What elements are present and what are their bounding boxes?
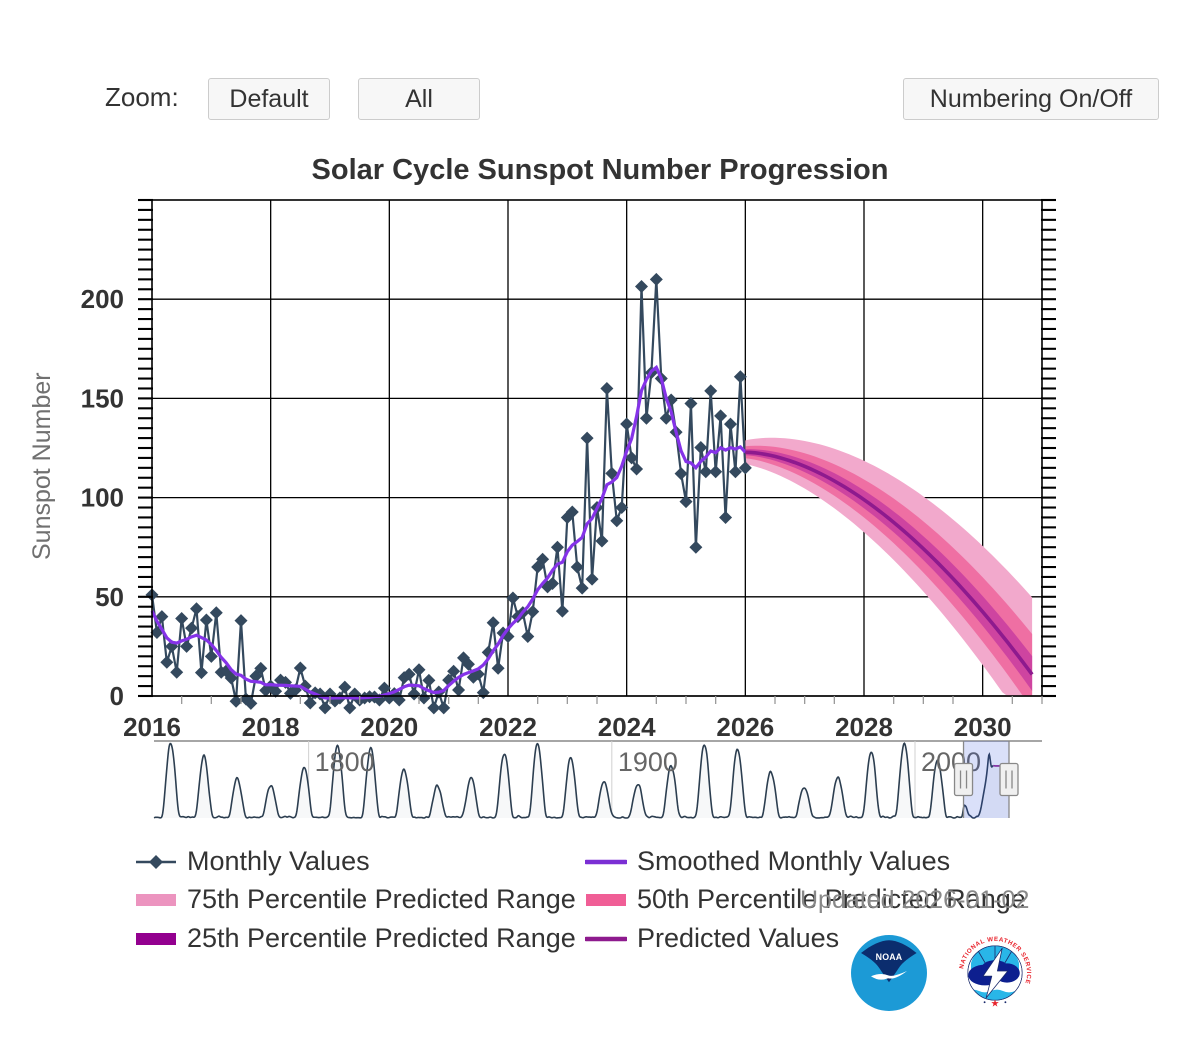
svg-text:1800: 1800: [315, 747, 375, 777]
svg-text:2026: 2026: [716, 712, 774, 742]
svg-text:2030: 2030: [954, 712, 1012, 742]
svg-text:0: 0: [110, 681, 124, 711]
svg-text:100: 100: [81, 483, 124, 513]
svg-text:2016: 2016: [123, 712, 181, 742]
svg-text:150: 150: [81, 383, 124, 413]
svg-text:2028: 2028: [835, 712, 893, 742]
svg-text:2020: 2020: [360, 712, 418, 742]
svg-text:2022: 2022: [479, 712, 537, 742]
svg-text:2024: 2024: [598, 712, 656, 742]
svg-text:1900: 1900: [618, 747, 678, 777]
svg-text:2018: 2018: [242, 712, 300, 742]
svg-text:50: 50: [95, 582, 124, 612]
svg-text:NOAA: NOAA: [876, 952, 903, 962]
svg-text:200: 200: [81, 284, 124, 314]
